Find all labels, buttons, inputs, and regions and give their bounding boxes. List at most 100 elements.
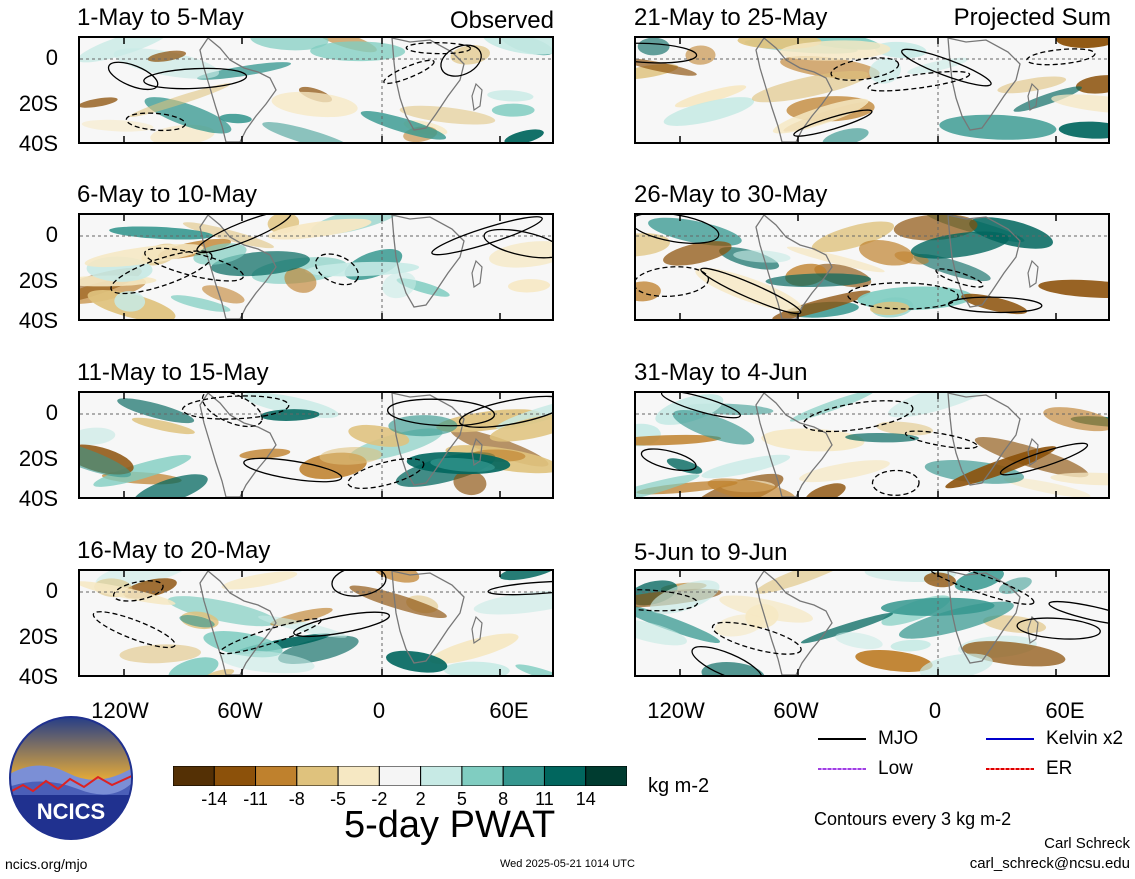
panel-title: 6-May to 10-May — [77, 181, 258, 208]
pwat-anomaly-blob — [310, 41, 406, 62]
madagascar-outline — [1027, 437, 1039, 467]
pwat-anomaly-blob — [482, 38, 552, 55]
colorbar-tick-label: 2 — [415, 789, 426, 809]
y-tick-label: 40S — [18, 131, 58, 156]
mjo-contour — [802, 400, 914, 433]
pwat-anomaly-blob — [131, 417, 195, 435]
colorbar-tick-label: -14 — [201, 789, 228, 809]
pwat-anomaly-blob — [650, 580, 720, 614]
colorbar-swatches — [173, 766, 627, 786]
legend-line-kelvin — [986, 738, 1034, 740]
pwat-anomaly-blob — [910, 231, 1009, 259]
mjo-contour — [636, 215, 720, 244]
pwat-anomaly-blob — [954, 571, 1004, 592]
panel-title: 16-May to 20-May — [77, 537, 271, 564]
pwat-anomaly-blob — [202, 285, 245, 304]
mjo-contour — [293, 611, 390, 638]
pwat-anomaly-blob — [655, 394, 724, 425]
pwat-anomaly-blob — [663, 241, 732, 266]
pwat-anomaly-blob — [674, 85, 747, 108]
mjo-contour — [143, 67, 248, 90]
y-tick-label: 20S — [18, 91, 58, 116]
colorbar-swatch — [296, 766, 339, 786]
south-america-outline — [199, 215, 277, 319]
pwat-anomaly-blob — [80, 438, 131, 478]
pwat-anomaly-blob — [1058, 121, 1108, 139]
pwat-anomaly-blob — [260, 409, 320, 421]
mjo-contour — [793, 109, 873, 137]
pwat-anomaly-blob — [399, 105, 496, 125]
pwat-anomaly-blob — [835, 632, 883, 650]
mjo-contour — [691, 645, 763, 675]
mjo-contour — [181, 395, 290, 420]
pwat-anomaly-blob — [1051, 94, 1108, 114]
pwat-anomaly-blob — [133, 474, 208, 497]
pwat-anomaly-blob — [499, 571, 552, 581]
madagascar-outline — [471, 615, 483, 645]
south-america-outline — [755, 393, 833, 497]
pwat-anomaly-blob — [1043, 407, 1108, 432]
pwat-anomaly-blob — [168, 657, 219, 675]
legend-label-mjo: MJO — [878, 728, 919, 749]
pwat-anomaly-blob — [666, 458, 703, 474]
madagascar-outline — [471, 82, 483, 112]
x-tick-label: 60E — [489, 698, 529, 723]
pwat-anomaly-blob — [969, 217, 1053, 249]
pwat-anomaly-blob — [93, 454, 192, 487]
pwat-anomaly-blob — [755, 571, 854, 594]
pwat-map — [634, 213, 1110, 321]
pwat-anomaly-blob — [636, 233, 670, 257]
pwat-anomaly-blob — [219, 113, 252, 124]
panel-title: 5-Jun to 9-Jun — [634, 539, 788, 566]
south-america-outline — [199, 571, 277, 675]
x-tick-label: 120W — [647, 698, 705, 723]
mjo-contour — [830, 57, 900, 81]
panel-title: 21-May to 25-May — [634, 4, 828, 31]
pwat-anomaly-blob — [429, 633, 519, 664]
pwat-anomaly-blob — [898, 601, 1014, 639]
mjo-contour — [110, 250, 213, 295]
africa-outline — [947, 215, 1021, 308]
pwat-anomaly-blob — [386, 650, 448, 673]
mjo-contour — [901, 48, 992, 87]
pwat-anomaly-blob — [845, 432, 919, 443]
south-america-outline — [755, 215, 833, 319]
mjo-contour — [92, 611, 176, 649]
colorbar-title: 5-day PWAT — [344, 804, 556, 846]
pwat-anomaly-blob — [855, 649, 933, 672]
legend-line-mjo — [818, 738, 866, 740]
colorbar-swatch — [213, 766, 257, 786]
mjo-contour — [243, 457, 343, 483]
africa-outline — [947, 571, 1021, 664]
x-tick-label: 120W — [91, 698, 149, 723]
pwat-anomaly-blob — [267, 218, 372, 240]
pwat-anomaly-blob — [890, 639, 931, 652]
contour-note: Contours every 3 kg m-2 — [814, 809, 1012, 829]
mjo-contour — [867, 70, 971, 92]
pwat-anomaly-blob — [507, 279, 551, 293]
mjo-contour — [331, 571, 387, 597]
y-tick-label: 20S — [18, 624, 58, 649]
pwat-anomaly-blob — [695, 267, 803, 312]
mjo-contour — [660, 393, 741, 419]
mjo-contour — [1016, 617, 1101, 640]
colorbar-swatch — [255, 766, 298, 786]
colorbar-tick-label: 8 — [498, 789, 509, 809]
pwat-anomaly-blob — [974, 437, 1089, 478]
colorbar-swatch — [173, 766, 215, 786]
africa-outline — [391, 215, 465, 308]
pwat-anomaly-blob — [305, 261, 420, 277]
colorbar-tick-label: -8 — [288, 789, 305, 809]
africa-outline — [391, 38, 465, 131]
legend-label-low: Low — [878, 758, 913, 779]
pwat-anomaly-blob — [119, 644, 202, 664]
pwat-anomaly-blob — [129, 83, 232, 118]
mjo-contour — [935, 268, 984, 288]
africa-outline — [947, 38, 1021, 131]
pwat-anomaly-blob — [800, 612, 894, 644]
logo-text: NCICS — [37, 799, 105, 824]
footer-url: ncics.org/mjo — [5, 856, 88, 872]
pwat-anomaly-blob — [179, 615, 215, 628]
pwat-anomaly-blob — [672, 410, 755, 445]
pwat-anomaly-blob — [805, 483, 846, 497]
